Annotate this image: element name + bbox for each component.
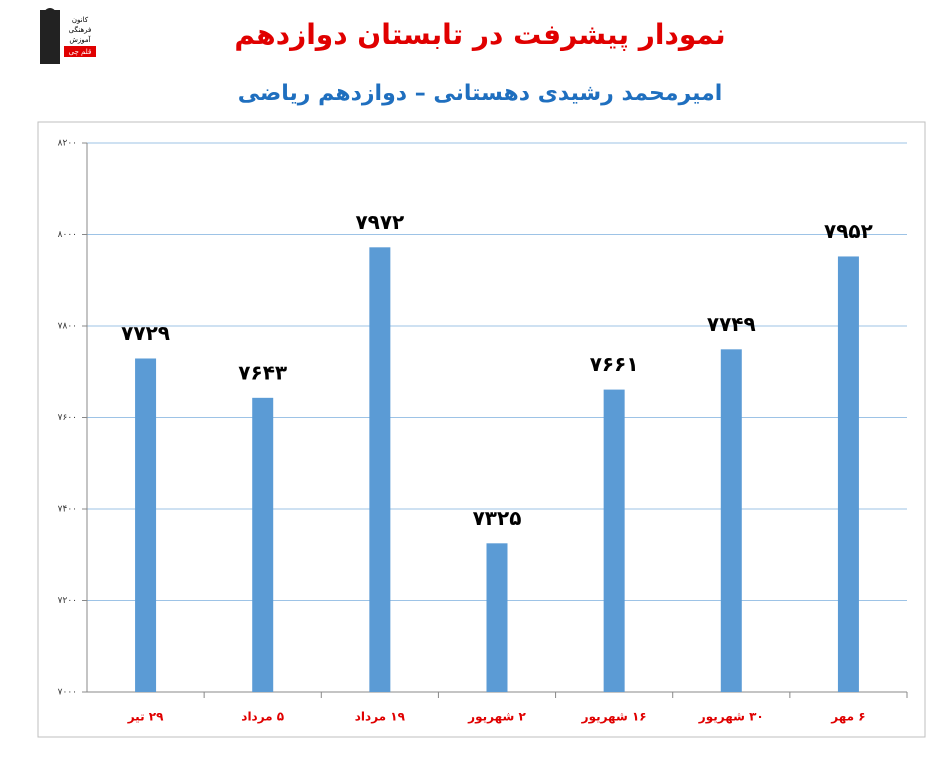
x-tick-label: ۳۰ شهریور [698,710,764,725]
y-tick-label: ۷۲۰۰ [58,596,77,606]
chart-subtitle: امیرمحمد رشیدی دهستانی – دوازدهم ریاضی [238,81,723,106]
data-label: ۷۳۲۵ [473,506,522,530]
bar [603,389,625,692]
bar [135,358,157,692]
logo-head [44,8,56,20]
chart-title: نمودار پیشرفت در تابستان دوازدهم [234,18,725,51]
y-tick-label: ۷۴۰۰ [58,505,77,515]
y-tick-label: ۸۰۰۰ [58,230,77,240]
data-label: ۷۹۷۲ [355,210,404,234]
y-tick-label: ۷۸۰۰ [58,322,77,332]
logo-text: کانون [72,16,89,24]
logo: کانون فرهنگی آموزش قلم چی [40,8,96,64]
x-tick-label: ۱۹ مرداد [355,710,406,724]
logo-badge [64,46,96,57]
x-tick-label: ۲ شهریور [467,710,526,725]
data-label: ۷۶۴۳ [238,360,287,384]
x-tick-label: ۲۹ تیر [127,710,164,724]
logo-text: آموزش [69,35,91,44]
x-tick-label: ۶ مهر [830,710,865,724]
bar [252,397,274,692]
bar [486,543,508,692]
chart-frame [37,121,926,738]
data-label: ۷۶۶۱ [590,352,639,376]
logo-figure [40,10,60,64]
y-tick-label: ۷۰۰۰ [58,688,77,698]
bar [720,349,742,692]
y-tick-label: ۷۶۰۰ [58,413,77,423]
data-label: ۷۷۲۹ [121,321,170,345]
logo-text: فرهنگی [69,25,92,34]
bar [837,256,859,692]
data-label: ۷۹۵۲ [824,219,873,243]
x-tick-label: ۵ مرداد [241,710,284,724]
y-tick-label: ۸۲۰۰ [58,139,77,149]
bar [369,247,391,692]
data-label: ۷۷۴۹ [707,312,756,336]
logo-text: قلم چی [69,48,92,56]
x-tick-label: ۱۶ شهریور [581,710,647,725]
